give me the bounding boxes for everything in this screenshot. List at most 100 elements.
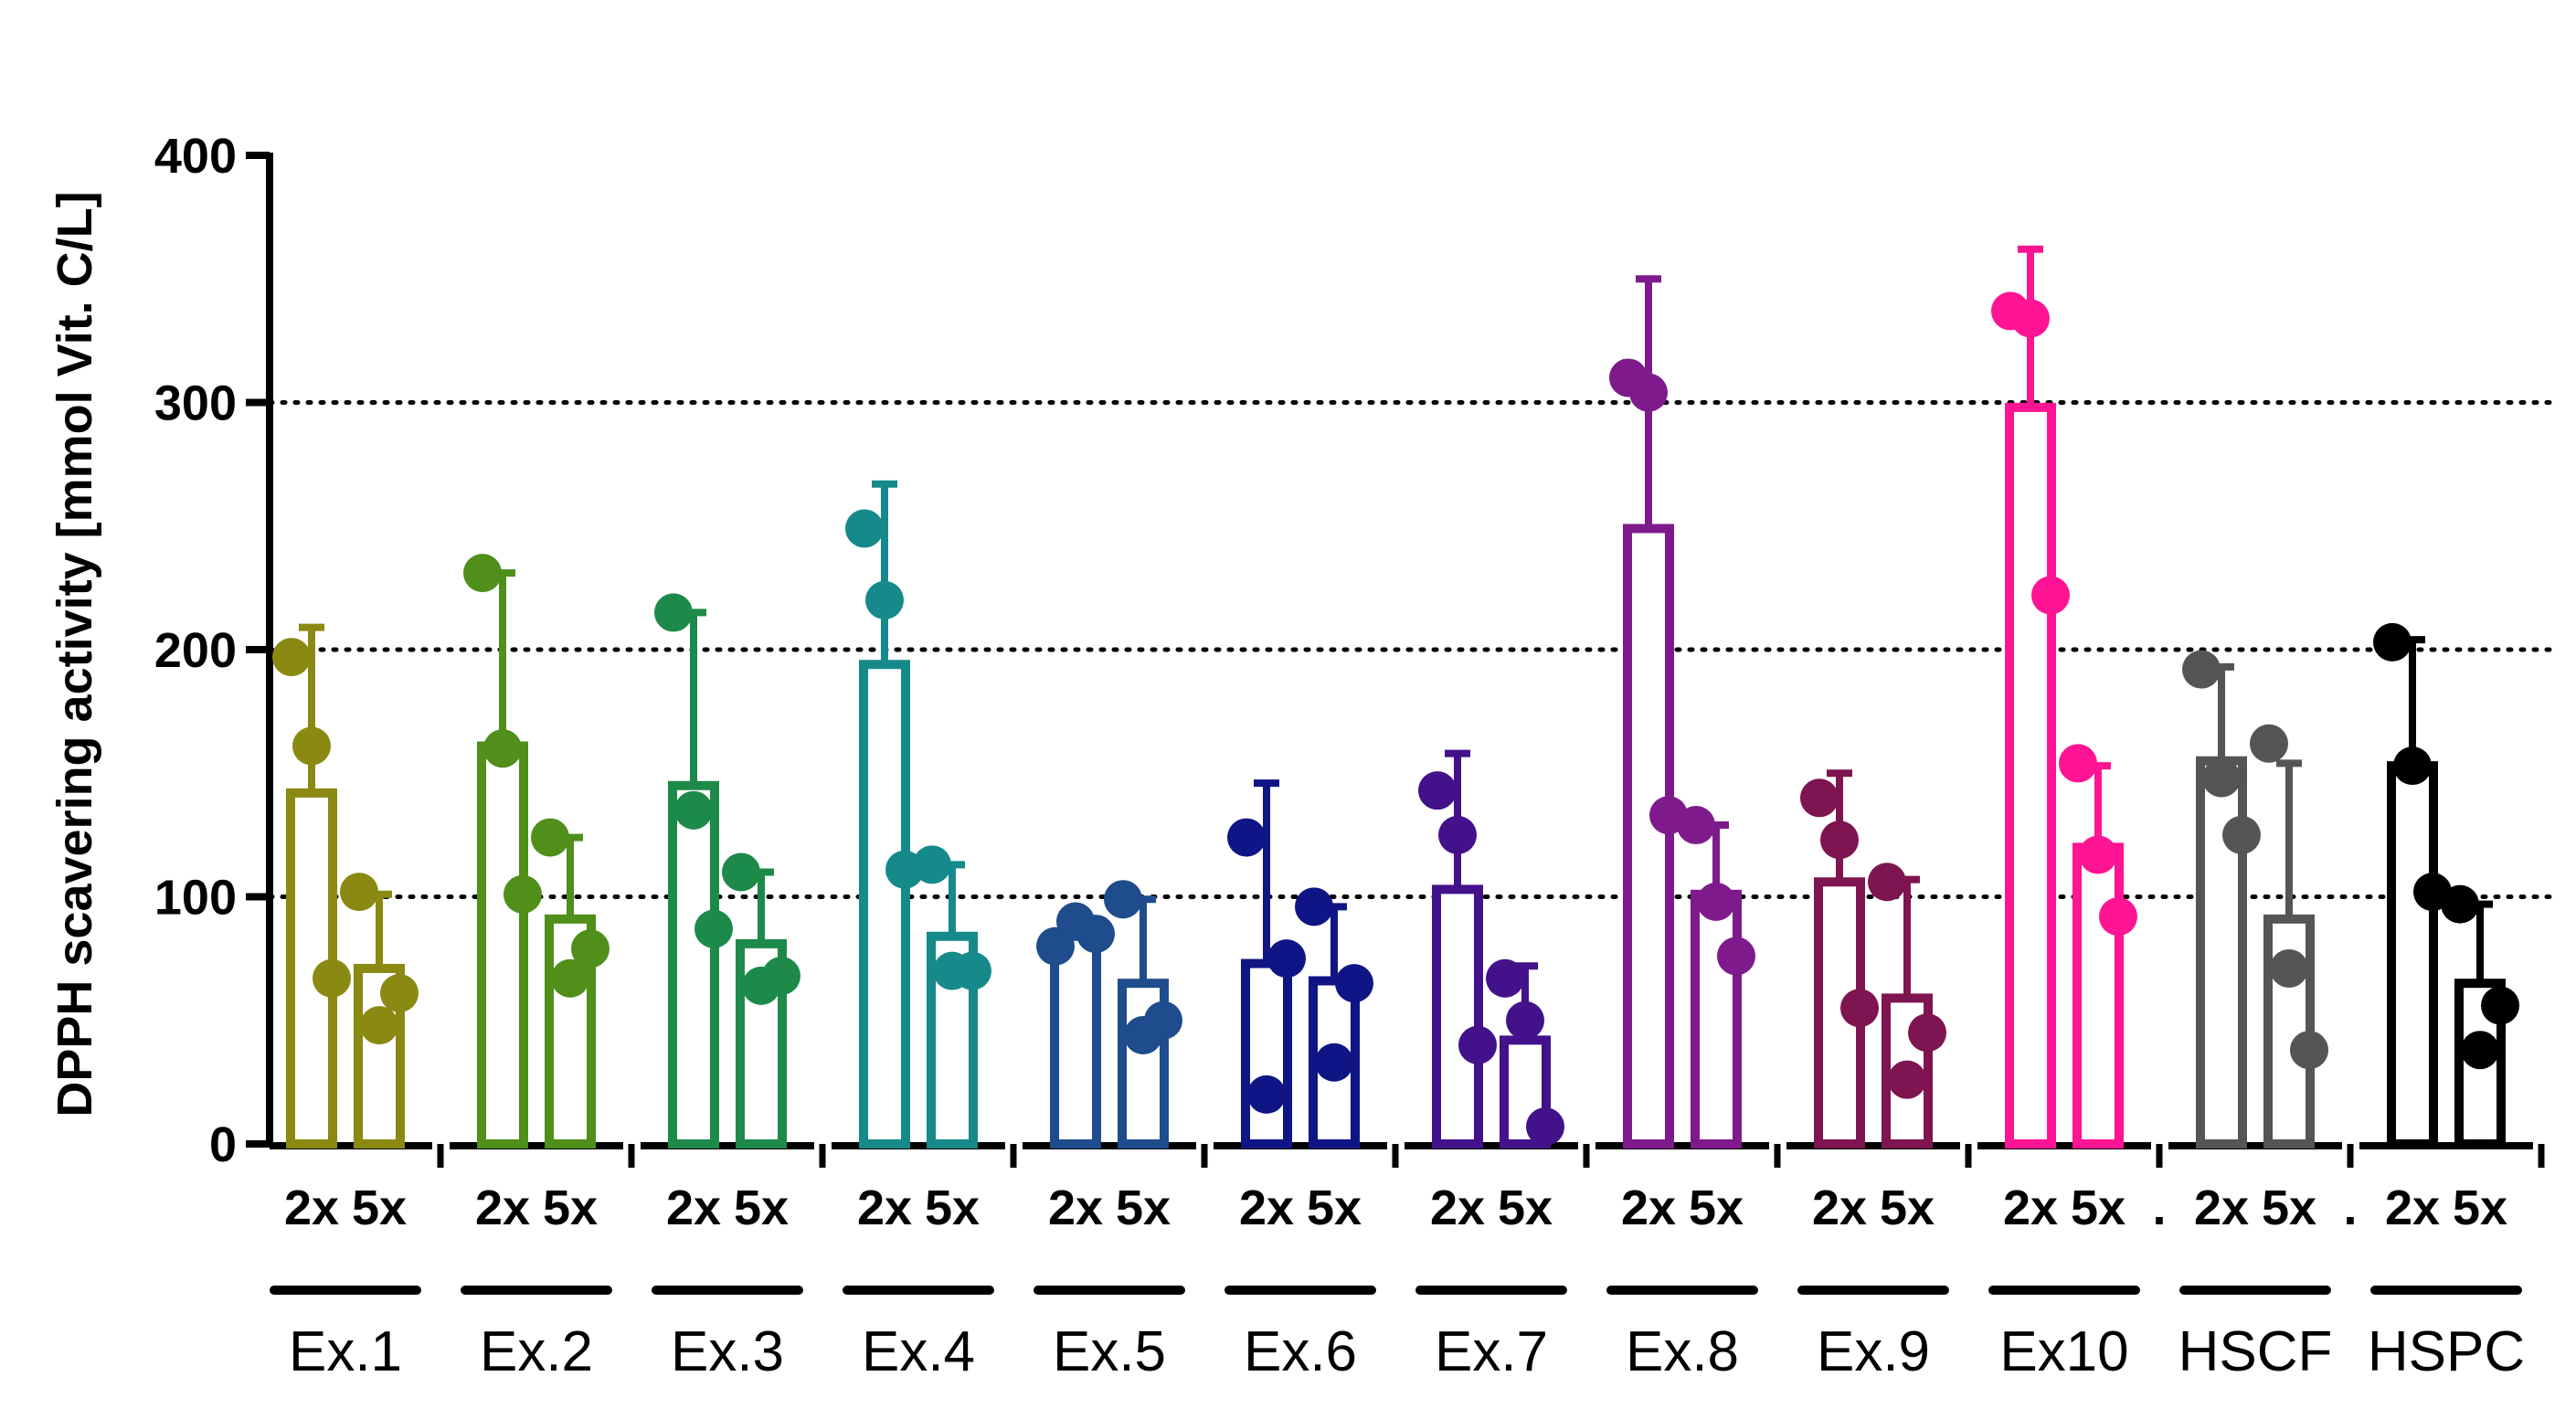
group-label-Ex.4: Ex.4 <box>862 1320 975 1383</box>
gridlines <box>267 400 2561 899</box>
bar-Ex.3-2x <box>668 780 719 1149</box>
data-point <box>1677 806 1715 845</box>
sub-category-label: 2x <box>2385 1180 2440 1235</box>
data-point <box>1888 1060 1926 1099</box>
data-point <box>1868 863 1906 902</box>
y-tick-label: 100 <box>154 871 237 926</box>
sub-category-label: 2x <box>284 1180 339 1235</box>
data-point <box>1295 887 1333 926</box>
sub-category-label: 5x <box>1307 1180 1362 1235</box>
data-point <box>1908 1013 1946 1053</box>
sub-category-label: 5x <box>1498 1180 1553 1235</box>
data-point <box>1506 1000 1544 1040</box>
group-label-HSPC: HSPC <box>2368 1320 2525 1383</box>
data-point <box>1438 815 1477 854</box>
sub-category-label: 2x <box>2003 1180 2058 1235</box>
sub-category-label: 2x <box>1621 1180 1676 1235</box>
bar-Ex.6-2x <box>1241 958 1292 1149</box>
data-point <box>722 852 760 892</box>
data-point <box>2393 746 2432 786</box>
data-point <box>2182 650 2221 689</box>
bar-Ex.8-5x <box>1691 889 1742 1149</box>
data-point <box>1104 880 1142 919</box>
sub-category-label: 2x <box>1239 1180 1294 1235</box>
data-point <box>551 958 589 998</box>
bar-Ex10-5x <box>2072 842 2124 1149</box>
sub-category-label: 2x <box>857 1180 912 1235</box>
sub-category-label: 2x <box>1812 1180 1867 1235</box>
group-label-Ex.5: Ex.5 <box>1053 1320 1166 1383</box>
sub-category-label: 5x <box>1880 1180 1935 1235</box>
data-point <box>360 1006 398 1045</box>
bar-Ex.5-2x <box>1050 931 1101 1149</box>
data-point <box>483 729 522 768</box>
sub-category-label: 5x <box>2262 1180 2316 1235</box>
group-label-Ex.8: Ex.8 <box>1626 1320 1739 1383</box>
sub-category-label: 5x <box>925 1180 980 1235</box>
bar-HSPC-2x <box>2387 761 2438 1149</box>
data-point <box>2373 622 2412 662</box>
data-point <box>2079 835 2117 874</box>
data-point <box>2250 724 2288 763</box>
data-point <box>762 957 800 996</box>
data-point <box>1458 1025 1497 1064</box>
sub-category-label: 2x <box>1048 1180 1103 1235</box>
group-label-Ex10: Ex10 <box>1999 1320 2128 1383</box>
group-label-Ex.6: Ex.6 <box>1244 1320 1357 1383</box>
bar-Ex.4-2x <box>859 660 910 1149</box>
data-point <box>2011 299 2050 338</box>
data-point <box>2290 1031 2328 1070</box>
sub-category-label: 5x <box>2453 1180 2507 1235</box>
data-point <box>674 790 713 830</box>
data-point <box>1526 1107 1564 1147</box>
data-point <box>654 593 693 632</box>
y-tick-label: 400 <box>154 129 237 184</box>
data-point <box>504 874 542 914</box>
sub-category-label: 5x <box>543 1180 598 1235</box>
data-point <box>2222 815 2261 854</box>
data-point <box>1227 818 1266 857</box>
data-point <box>292 726 331 766</box>
sub-category-label: 5x <box>734 1180 789 1235</box>
bar-Ex.2-5x <box>545 914 596 1149</box>
data-point <box>1418 771 1457 810</box>
data-point <box>380 973 419 1012</box>
sub-category-label: 2x <box>666 1180 721 1235</box>
data-point <box>2099 897 2137 937</box>
group-label-HSCF: HSCF <box>2178 1320 2333 1383</box>
data-point <box>571 929 610 969</box>
group-label-Ex.7: Ex.7 <box>1435 1320 1548 1383</box>
data-point <box>313 958 351 998</box>
bar-Ex.7-2x <box>1432 884 1483 1149</box>
y-tick-label: 0 <box>209 1117 237 1172</box>
y-tick-label: 300 <box>154 376 237 431</box>
y-axis-label: DPPH scavering activity [mmol Vit. C/L] <box>48 191 102 1117</box>
group-label-Ex.3: Ex.3 <box>671 1320 784 1383</box>
data-point <box>2031 576 2070 615</box>
data-point <box>272 638 311 677</box>
data-point <box>1717 937 1755 976</box>
data-point <box>2202 758 2241 798</box>
data-point <box>913 845 951 884</box>
data-point <box>1629 373 1668 412</box>
y-tick-label: 200 <box>154 623 237 678</box>
bar-Ex10-2x <box>2005 402 2056 1149</box>
sub-category-label: 2x <box>475 1180 530 1235</box>
data-point <box>2481 986 2519 1025</box>
sub-category-label: 5x <box>2071 1180 2125 1235</box>
data-point <box>1335 964 1373 1003</box>
data-point <box>2270 948 2308 988</box>
data-point <box>694 909 733 948</box>
data-point <box>1076 915 1115 954</box>
group-label-Ex.2: Ex.2 <box>480 1320 593 1383</box>
data-point <box>531 818 569 857</box>
separator-dot: . <box>2152 1180 2166 1235</box>
data-point <box>2461 1031 2499 1070</box>
sub-category-label: 5x <box>1689 1180 1744 1235</box>
data-point <box>1697 882 1735 921</box>
data-point <box>1267 939 1306 979</box>
sub-category-label: 5x <box>352 1180 407 1235</box>
data-point <box>1247 1075 1286 1114</box>
